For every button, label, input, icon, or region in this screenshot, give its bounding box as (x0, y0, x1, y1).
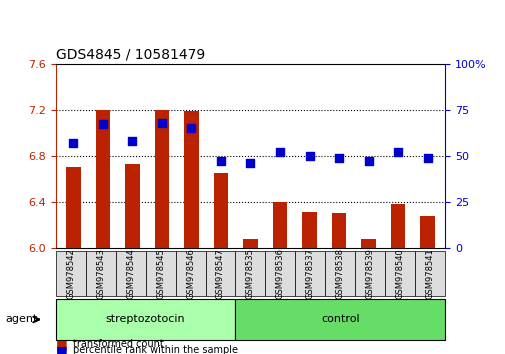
Text: GSM978542: GSM978542 (66, 248, 75, 299)
Text: GSM978541: GSM978541 (425, 248, 434, 299)
Text: GSM978545: GSM978545 (156, 248, 165, 299)
Point (69, 140, 77, 146)
Point (128, 138, 136, 144)
Text: GSM978543: GSM978543 (96, 248, 105, 299)
Bar (272, 202, 287, 248)
Bar (184, 111, 198, 248)
Point (246, 160, 254, 166)
Bar (331, 213, 346, 248)
Point (217, 159, 225, 164)
Bar (242, 239, 258, 248)
Bar (95, 110, 110, 248)
Text: GSM978535: GSM978535 (245, 248, 255, 299)
Bar (419, 216, 434, 248)
Text: ■: ■ (56, 338, 67, 350)
Point (158, 120, 166, 125)
Text: GSM978546: GSM978546 (186, 248, 194, 299)
Text: percentile rank within the sample: percentile rank within the sample (73, 346, 238, 354)
Text: GSM978538: GSM978538 (335, 248, 344, 299)
Text: GSM978539: GSM978539 (365, 248, 374, 299)
Text: agent: agent (5, 314, 37, 325)
Text: GSM978547: GSM978547 (216, 248, 225, 299)
Text: GSM978537: GSM978537 (306, 248, 314, 299)
Point (98, 122, 107, 127)
Text: GSM978544: GSM978544 (126, 248, 135, 299)
Bar (301, 212, 316, 248)
Point (305, 153, 313, 159)
Bar (361, 239, 375, 248)
Text: transformed count: transformed count (73, 339, 164, 349)
Point (187, 125, 195, 131)
Bar (213, 173, 228, 248)
Text: GSM978536: GSM978536 (275, 248, 284, 299)
Point (423, 155, 431, 160)
Text: streptozotocin: streptozotocin (106, 314, 185, 325)
Point (275, 149, 283, 155)
Text: GDS4845 / 10581479: GDS4845 / 10581479 (56, 47, 205, 61)
Bar (66, 167, 81, 248)
Point (393, 149, 401, 155)
Text: GSM978540: GSM978540 (395, 248, 404, 299)
Bar (154, 110, 169, 248)
Bar (390, 204, 405, 248)
Text: control: control (321, 314, 359, 325)
Point (334, 155, 342, 160)
Bar (125, 164, 139, 248)
Point (364, 159, 372, 164)
Text: ■: ■ (56, 344, 67, 354)
